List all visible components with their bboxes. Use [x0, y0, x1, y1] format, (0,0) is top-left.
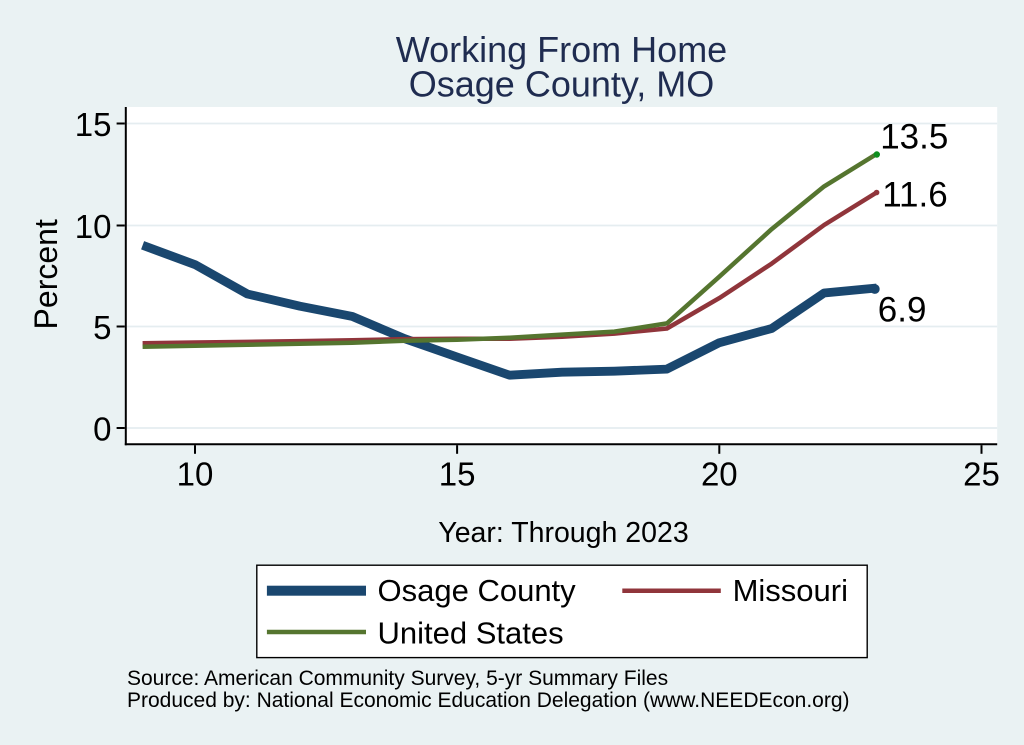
svg-text:25: 25 — [963, 456, 1000, 493]
svg-text:Osage County, MO: Osage County, MO — [409, 64, 714, 105]
svg-text:11.6: 11.6 — [882, 175, 948, 214]
svg-text:Produced by: National Economic: Produced by: National Economic Education… — [127, 689, 850, 712]
svg-text:Working From Home: Working From Home — [396, 29, 727, 70]
svg-text:Source: American Community Sur: Source: American Community Survey, 5-yr … — [127, 667, 668, 690]
svg-text:10: 10 — [177, 456, 214, 493]
svg-text:6.9: 6.9 — [878, 291, 927, 330]
svg-text:Missouri: Missouri — [733, 573, 848, 608]
svg-text:20: 20 — [701, 456, 738, 493]
svg-text:Osage County: Osage County — [378, 573, 577, 608]
svg-text:0: 0 — [93, 411, 111, 448]
svg-text:5: 5 — [93, 309, 111, 346]
svg-text:United States: United States — [378, 616, 564, 651]
svg-text:15: 15 — [439, 456, 476, 493]
svg-text:10: 10 — [75, 208, 112, 245]
svg-text:Year: Through 2023: Year: Through 2023 — [438, 517, 688, 549]
svg-text:Percent: Percent — [28, 219, 64, 329]
svg-text:15: 15 — [75, 106, 112, 143]
svg-text:13.5: 13.5 — [880, 118, 948, 157]
